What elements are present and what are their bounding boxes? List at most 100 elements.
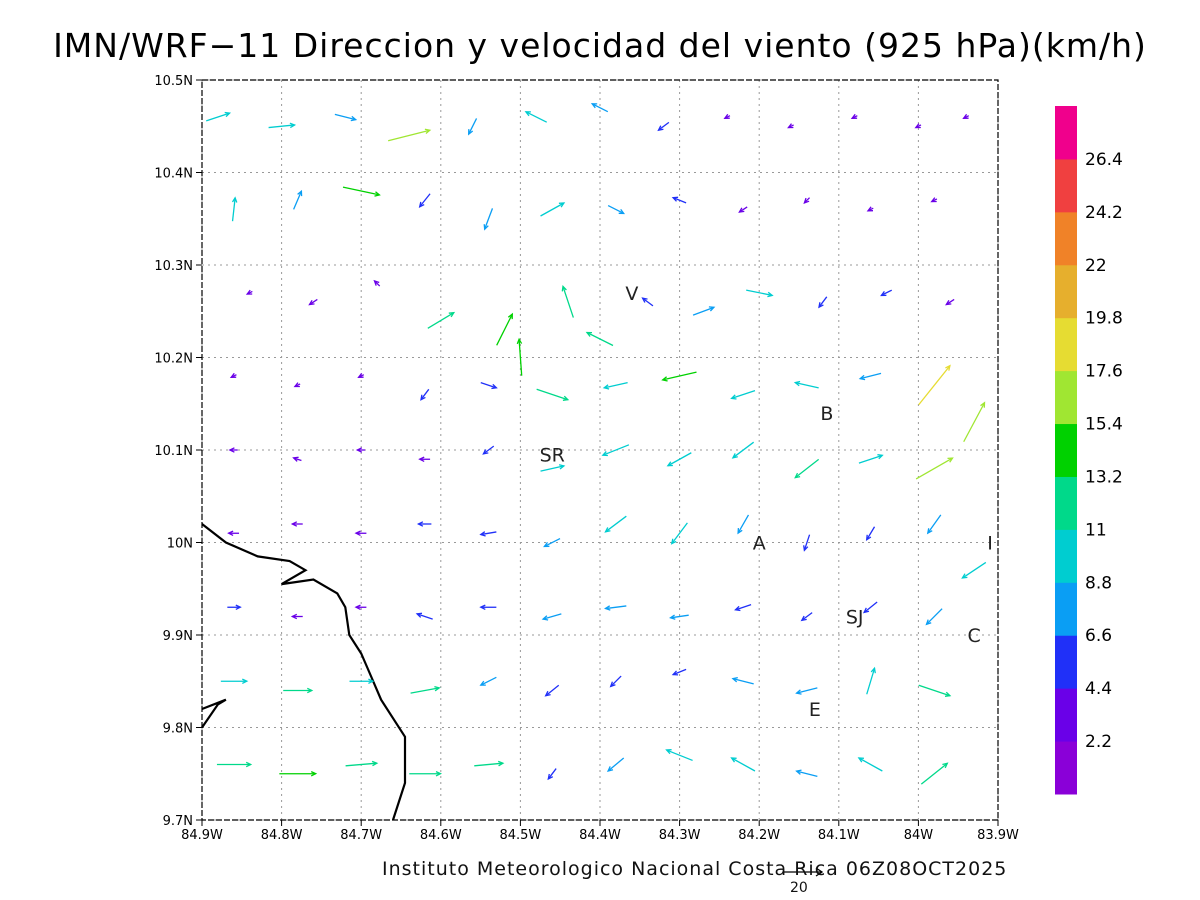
x-tick-label: 84.5W	[499, 828, 541, 843]
wind-vector	[926, 514, 942, 535]
wind-vector	[543, 538, 561, 548]
wind-vector	[880, 289, 893, 297]
coastline-peninsula	[201, 698, 227, 729]
wind-vector	[279, 771, 318, 777]
wind-vector	[866, 666, 876, 695]
coastline	[201, 523, 407, 821]
y-tick-label: 9.9N	[163, 629, 193, 644]
wind-vector	[479, 531, 497, 537]
wind-vector	[692, 306, 716, 316]
colorbar-segment	[1055, 370, 1077, 425]
wind-vector-layer	[206, 103, 987, 785]
wind-vector	[561, 284, 574, 318]
wind-vector	[730, 757, 756, 772]
wind-vector	[915, 457, 954, 480]
wind-vector	[858, 372, 882, 381]
wind-vector	[228, 447, 238, 453]
grid-layer	[201, 79, 999, 821]
wind-vector	[349, 678, 375, 684]
x-tick-label: 84.6W	[420, 828, 462, 843]
colorbar-label: 24.2	[1085, 203, 1123, 223]
wind-vector	[669, 614, 689, 620]
wind-vector	[671, 196, 687, 204]
reference-vector-label: 20	[790, 880, 808, 896]
colorbar-label: 6.6	[1085, 626, 1112, 646]
wind-vector	[229, 372, 237, 378]
wind-vector	[536, 388, 570, 401]
wind-vector	[293, 189, 303, 210]
wind-vector	[354, 604, 367, 610]
x-tick-label: 84.9W	[181, 828, 223, 843]
colorbar-label: 13.2	[1085, 467, 1123, 487]
wind-vector	[290, 613, 303, 620]
wind-vector	[818, 296, 828, 309]
colorbar-segment	[1055, 106, 1077, 160]
wind-vector	[661, 371, 697, 382]
wind-vector	[857, 757, 883, 772]
wind-vector	[496, 312, 513, 346]
wind-vector	[388, 128, 432, 142]
wind-vector	[665, 749, 693, 762]
wind-vector	[355, 447, 366, 453]
colorbar-segment	[1055, 264, 1077, 319]
wind-vector	[516, 337, 523, 376]
colorbar-segment	[1055, 158, 1077, 213]
wind-vector	[920, 762, 949, 785]
y-tick-label: 9.8N	[163, 722, 193, 737]
wind-vector	[427, 311, 456, 329]
colorbar-segment	[1055, 529, 1077, 583]
colorbar-segment	[1055, 476, 1077, 530]
axis-layer: 84.9W 84.8W 84.7W 84.6W 84.5W 84.4W 84.3W 84.2W…	[154, 74, 1019, 843]
place-label-layer: V B SR A I SJ C E	[540, 283, 993, 721]
wind-vector	[925, 608, 943, 626]
x-tick-label: 84.8W	[261, 828, 303, 843]
wind-vector	[723, 113, 731, 119]
colorbar-label: 26.4	[1085, 150, 1123, 170]
wind-vector	[734, 604, 752, 612]
wind-vector	[416, 521, 432, 527]
y-tick-label: 9.7N	[163, 814, 193, 829]
wind-vector	[479, 604, 497, 610]
colorbar-segment	[1055, 688, 1077, 742]
place-label: E	[809, 699, 821, 721]
wind-vector	[671, 668, 687, 676]
wind-vector	[604, 515, 627, 533]
wind-vector	[342, 186, 381, 197]
wind-vector	[602, 382, 628, 390]
colorbar-label: 19.8	[1085, 309, 1123, 329]
wind-vector	[480, 382, 498, 390]
wind-vector	[544, 684, 560, 697]
wind-vector	[482, 445, 495, 455]
wind-vector	[206, 111, 232, 122]
colorbar-label: 2.2	[1085, 732, 1112, 752]
x-tick-label: 84.3W	[659, 828, 701, 843]
wind-vector	[590, 103, 609, 113]
wind-vector	[914, 123, 922, 129]
colorbar-label: 15.4	[1085, 415, 1123, 435]
colorbar-label: 22	[1085, 256, 1107, 276]
wind-vector	[268, 122, 297, 129]
y-tick-label: 10.2N	[154, 352, 193, 367]
footer-credit: Instituto Meteorologico Nacional Costa R…	[382, 858, 1008, 880]
colorbar-segment	[1055, 582, 1077, 636]
colorbar-segment	[1055, 423, 1077, 477]
wind-vector	[415, 612, 433, 620]
wind-vector	[737, 514, 750, 535]
x-tick-label: 84.2W	[738, 828, 780, 843]
wind-vector	[641, 297, 654, 307]
wind-vector	[666, 452, 692, 467]
wind-vector	[918, 684, 952, 697]
wind-vector	[803, 534, 811, 552]
wind-vector	[738, 206, 748, 213]
wind-vector	[345, 760, 379, 767]
wind-vector	[420, 388, 430, 401]
colorbar: 2.2 4.4 6.6 8.8 11 13.2 15.4 17.6 19.8 22 24.2 26.4	[1055, 106, 1123, 795]
wind-vector	[850, 113, 858, 119]
wind-vector	[483, 208, 494, 231]
place-label: I	[987, 533, 993, 555]
wind-vector	[731, 676, 754, 685]
wind-vector	[540, 202, 566, 217]
colorbar-segment	[1055, 741, 1077, 795]
y-tick-label: 10.5N	[154, 74, 193, 89]
x-tick-label: 84.1W	[818, 828, 860, 843]
